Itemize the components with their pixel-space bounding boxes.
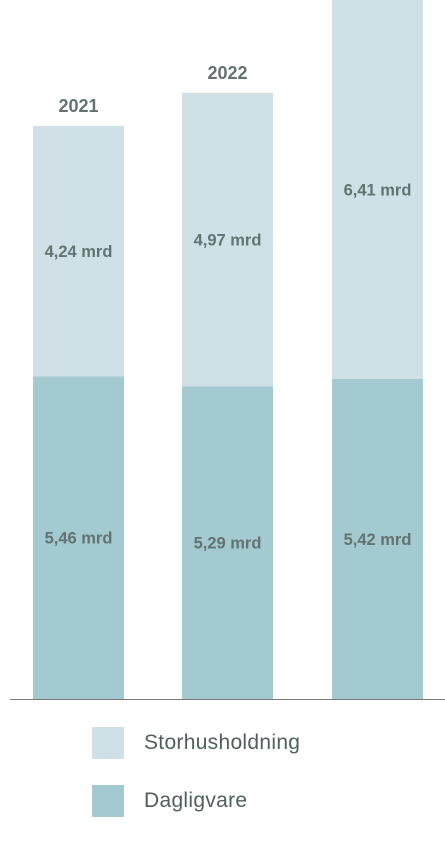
legend-swatch-dagligvare [92,785,124,817]
data-label-storhusholdning-2023: 6,41 mrd [344,181,412,199]
data-label-storhusholdning-2022: 4,97 mrd [194,232,262,250]
legend-item-storhusholdning: Storhusholdning [92,726,300,760]
bar-dagligvare-2022 [182,386,273,699]
category-label-2022: 2022 [207,63,247,83]
bar-dagligvare-2021 [33,376,124,699]
data-label-dagligvare-2023: 5,42 mrd [344,531,412,549]
legend-label-dagligvare: Dagligvare [144,789,248,812]
category-label-2021: 2021 [58,96,98,116]
bar-storhusholdning-2021 [33,125,124,377]
stacked-bar-chart: 5,46 mrd 4,24 mrd 2021 5,29 mrd 4,97 mrd 2022… [10,0,445,700]
legend-swatch-storhusholdning [92,727,124,759]
bar-storhusholdning-2023 [332,0,423,379]
chart-legend: Storhusholdning Dagligvare [92,726,300,842]
data-label-dagligvare-2022: 5,29 mrd [194,535,262,553]
legend-item-dagligvare: Dagligvare [92,784,300,818]
legend-label-storhusholdning: Storhusholdning [144,731,301,754]
bar-storhusholdning-2022 [182,92,273,387]
bar-dagligvare-2023 [332,378,423,699]
data-label-dagligvare-2021: 5,46 mrd [45,530,113,548]
data-label-storhusholdning-2021: 4,24 mrd [45,243,113,261]
